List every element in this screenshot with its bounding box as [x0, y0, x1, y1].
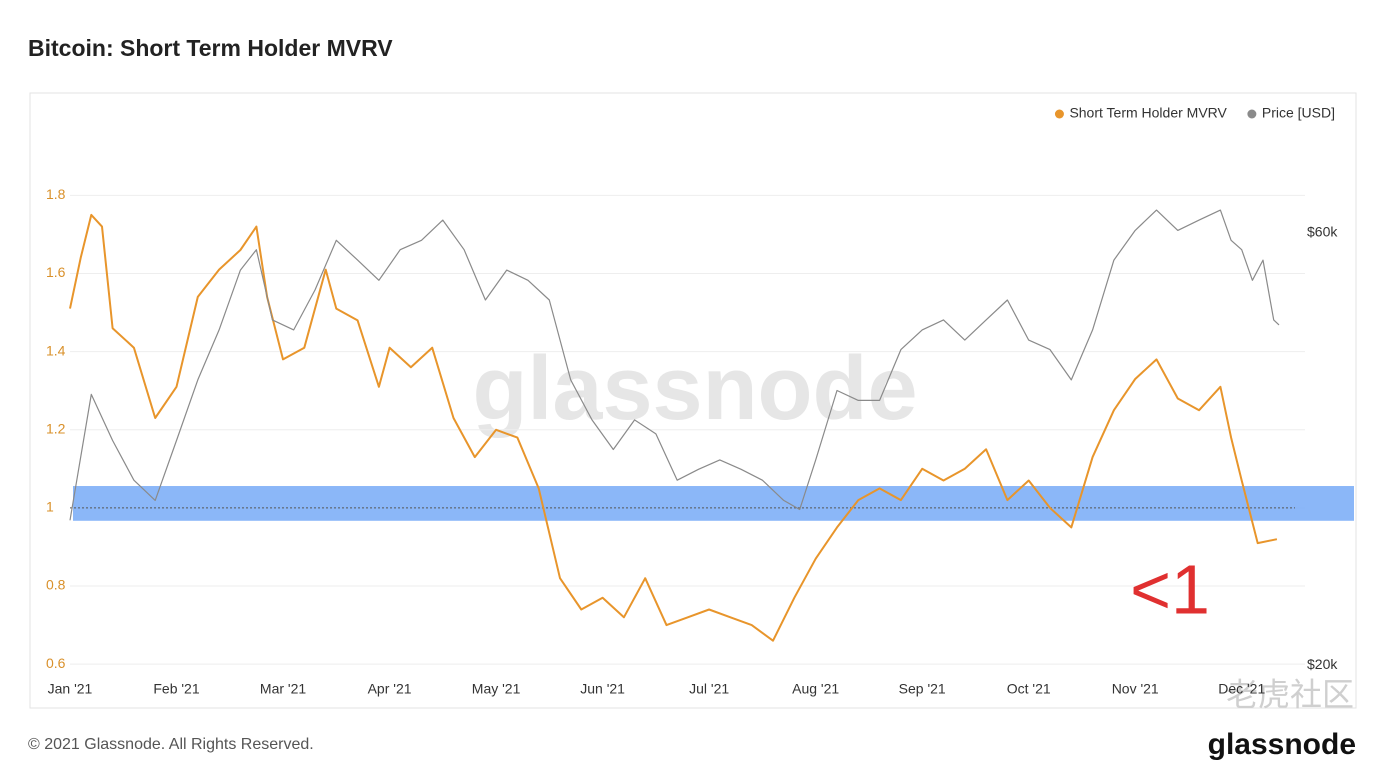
y-tick-label: 0.8 — [46, 577, 66, 593]
y-tick-label: 1.4 — [46, 342, 66, 358]
footer: © 2021 Glassnode. All Rights Reserved. — [28, 736, 314, 753]
y-tick-label: 1.6 — [46, 264, 66, 280]
x-tick-label: Nov '21 — [1112, 681, 1159, 697]
series-line — [69, 213, 1278, 642]
x-tick-label: Oct '21 — [1007, 681, 1051, 697]
y-tick-label: 1 — [46, 499, 54, 515]
x-tick-label: May '21 — [472, 681, 521, 697]
series-line — [69, 209, 1280, 521]
legend-swatch — [1054, 109, 1064, 119]
annotation: <1 — [1130, 550, 1210, 628]
chart-frame — [29, 92, 1357, 709]
legend-label: Short Term Holder MVRV — [1069, 105, 1227, 121]
legend-swatch — [1247, 109, 1257, 119]
x-tick-label: Jul '21 — [689, 681, 729, 697]
y-tick-label: 0.6 — [46, 655, 66, 671]
brand: glassnode — [1208, 728, 1356, 761]
y2-tick-label: $20k — [1307, 656, 1338, 672]
x-tick-label: Jun '21 — [580, 681, 625, 697]
x-tick-label: Dec '21 — [1218, 681, 1265, 697]
community-watermark: 老虎社区 — [1226, 676, 1354, 712]
x-tick-label: Mar '21 — [260, 681, 306, 697]
x-tick-label: Feb '21 — [153, 681, 199, 697]
y2-tick-label: $60k — [1307, 224, 1338, 240]
y-tick-label: 1.2 — [46, 420, 66, 436]
band — [73, 486, 1354, 521]
legend-label: Price [USD] — [1262, 105, 1335, 121]
x-tick-label: Aug '21 — [792, 681, 839, 697]
y-tick-label: 1.8 — [46, 186, 66, 202]
watermark: glassnode — [472, 339, 917, 439]
x-tick-label: Apr '21 — [368, 681, 412, 697]
chart-title: Bitcoin: Short Term Holder MVRV — [28, 35, 393, 61]
x-tick-label: Jan '21 — [48, 681, 93, 697]
x-tick-label: Sep '21 — [899, 681, 946, 697]
